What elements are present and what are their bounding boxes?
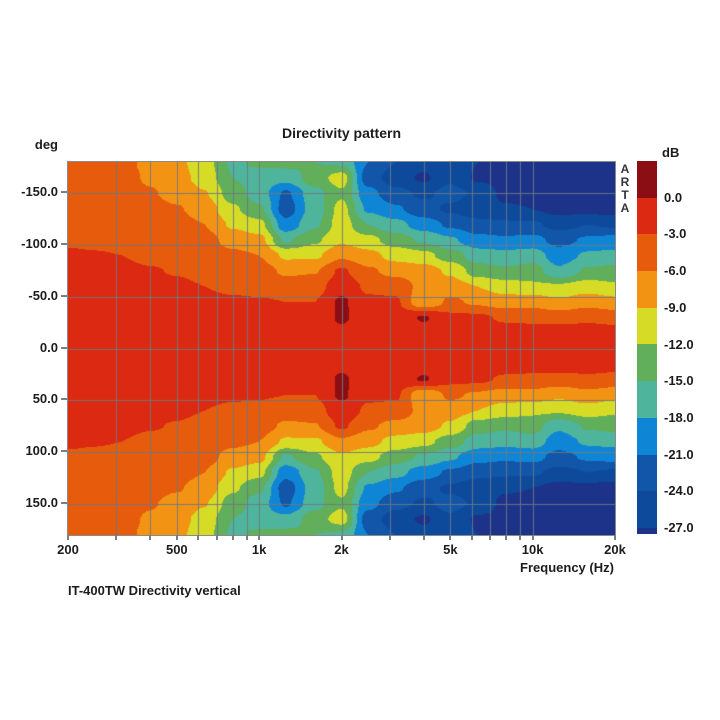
y-tick-label: 100.0 xyxy=(25,443,58,459)
x-tick-mark xyxy=(449,535,452,540)
x-tick-mark xyxy=(215,535,218,540)
x-tick-mark xyxy=(531,535,534,540)
x-tick-mark xyxy=(340,535,343,540)
x-tick-label: 10k xyxy=(521,542,544,557)
y-tick-mark xyxy=(61,398,67,401)
colorbar-segment xyxy=(637,234,657,272)
arta-letter: T xyxy=(621,188,629,202)
x-tick-label: 1k xyxy=(251,542,267,557)
colorbar-segment xyxy=(637,271,657,308)
colorbar-tick-label: -3.0 xyxy=(664,226,687,242)
colorbar-tick-label: -21.0 xyxy=(664,446,694,462)
arta-letter: A xyxy=(620,201,630,215)
colorbar-segment xyxy=(637,344,657,382)
colorbar-segment xyxy=(637,197,657,235)
x-tick-mark xyxy=(519,535,522,540)
x-tick-mark xyxy=(505,535,508,540)
y-tick-label: -150.0 xyxy=(21,184,58,200)
colorbar-tick-label: -6.0 xyxy=(664,263,687,279)
x-tick-mark xyxy=(422,535,425,540)
x-tick-mark xyxy=(258,535,261,540)
directivity-heatmap-canvas xyxy=(68,162,615,535)
x-tick-mark xyxy=(470,535,473,540)
colorbar xyxy=(637,161,657,534)
x-tick-mark xyxy=(67,535,69,540)
colorbar-tick-label: -15.0 xyxy=(664,373,694,389)
x-tick-label: 500 xyxy=(165,542,188,557)
y-tick-mark xyxy=(61,501,67,504)
x-tick-mark xyxy=(175,535,178,540)
y-tick-mark xyxy=(61,346,67,349)
y-tick-label: 150.0 xyxy=(25,494,58,510)
x-tick-mark xyxy=(489,535,492,540)
colorbar-tick-label: 0.0 xyxy=(664,189,683,205)
colorbar-segment xyxy=(637,417,657,455)
x-tick-mark xyxy=(388,535,391,540)
x-tick-label: 5k xyxy=(443,542,458,557)
page-title: Directivity pattern xyxy=(281,125,402,141)
colorbar-segment xyxy=(637,161,657,198)
arta-letter: R xyxy=(620,175,630,189)
colorbar-segment xyxy=(637,381,657,418)
colorbar-segment xyxy=(637,527,657,534)
x-tick-label: 2k xyxy=(334,542,349,557)
colorbar-tick-label: -27.0 xyxy=(664,520,694,535)
arta-letter: A xyxy=(620,162,630,176)
colorbar-segment xyxy=(637,491,657,528)
y-tick-mark xyxy=(61,294,67,297)
x-tick-label: 200 xyxy=(57,542,79,557)
colorbar-unit-label: dB xyxy=(662,145,680,160)
x-tick-mark xyxy=(614,535,616,540)
y-tick-mark xyxy=(61,450,67,453)
colorbar-segment xyxy=(637,454,657,492)
x-tick-mark xyxy=(231,535,234,540)
colorbar-tick-label: -24.0 xyxy=(664,483,694,499)
y-tick-label: 0.0 xyxy=(39,339,58,355)
x-tick-mark xyxy=(245,535,248,540)
x-tick-mark xyxy=(197,535,200,540)
contour-plot-area xyxy=(67,161,616,536)
y-tick-label: 50.0 xyxy=(32,391,58,407)
y-tick-label: -50.0 xyxy=(28,287,58,303)
x-tick-label: 20k xyxy=(604,542,626,557)
x-axis-label: Frequency (Hz) xyxy=(520,560,614,575)
y-tick-mark xyxy=(61,191,67,194)
x-tick-mark xyxy=(149,535,152,540)
x-tick-mark xyxy=(115,535,118,540)
y-tick-label: -100.0 xyxy=(21,235,58,251)
chart-caption: IT-400TW Directivity vertical xyxy=(68,583,241,598)
colorbar-tick-label: -12.0 xyxy=(664,336,694,352)
colorbar-tick-label: -18.0 xyxy=(664,409,694,425)
colorbar-tick-label: -9.0 xyxy=(664,299,687,315)
y-axis-unit-label: deg xyxy=(34,137,58,152)
colorbar-segment xyxy=(637,307,657,345)
y-tick-mark xyxy=(61,242,67,245)
